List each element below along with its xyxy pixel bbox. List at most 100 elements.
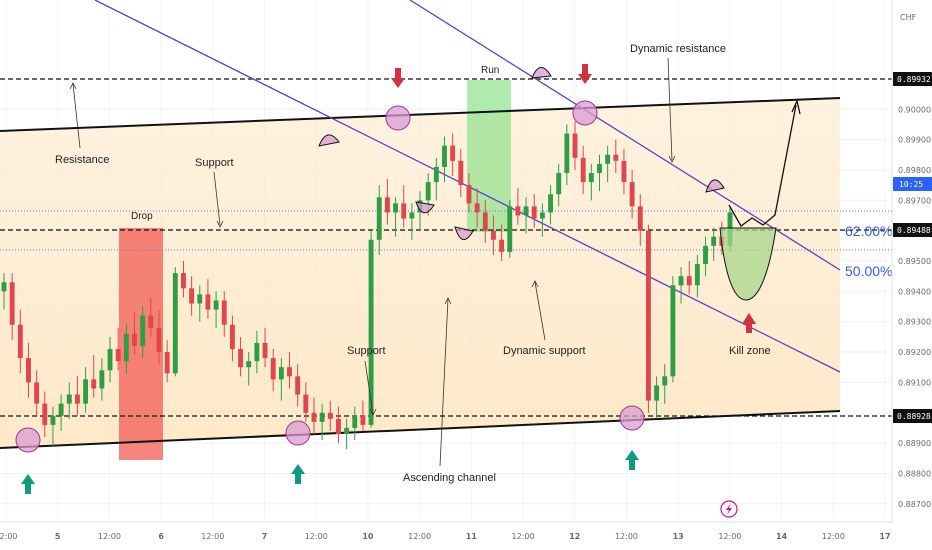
candle-body xyxy=(490,230,496,240)
candle xyxy=(694,254,700,298)
price-tag-fib: 0.89488 xyxy=(893,223,932,237)
candle xyxy=(597,154,602,192)
label-support-lower: Support xyxy=(347,345,386,357)
candle-body xyxy=(703,245,708,265)
candle-body xyxy=(197,294,203,304)
candle-body xyxy=(26,358,31,383)
candle-body xyxy=(694,264,700,286)
touch-circle xyxy=(385,105,411,131)
candle xyxy=(376,185,382,255)
candle xyxy=(654,376,660,419)
currency-label: CHF xyxy=(900,13,917,22)
candle-body xyxy=(148,315,154,328)
pointer-line xyxy=(534,281,546,341)
swing-arc xyxy=(705,179,725,193)
up-arrow-icon xyxy=(21,474,35,494)
down-arrows xyxy=(391,64,592,88)
price-tick-label: 0.89700 xyxy=(898,196,931,205)
current-time-value: 10:25 xyxy=(899,180,923,189)
time-tick-label: 12:00 xyxy=(201,532,224,541)
price-tick-label: 0.88700 xyxy=(898,500,931,509)
lightning-icon[interactable] xyxy=(720,500,738,518)
price-tick-label: 0.89100 xyxy=(898,378,931,387)
candle xyxy=(213,291,219,328)
candle xyxy=(254,330,260,374)
candle-body xyxy=(140,315,146,346)
candle-body xyxy=(572,133,578,158)
candle xyxy=(605,145,611,183)
candle xyxy=(629,169,635,219)
label-run: Run xyxy=(481,65,499,76)
candle-body xyxy=(629,182,635,207)
time-tick-label: 7 xyxy=(262,532,268,541)
candle xyxy=(172,267,178,377)
candle xyxy=(156,309,162,365)
pointer-head xyxy=(668,155,676,163)
candle xyxy=(401,185,407,228)
pointer-line xyxy=(667,57,673,161)
pointer-line xyxy=(364,360,374,415)
label-resistance: Resistance xyxy=(55,154,109,166)
touch-circle xyxy=(285,420,311,446)
candle-body xyxy=(270,358,276,380)
candle-body xyxy=(548,194,553,213)
candle xyxy=(50,406,56,447)
candle-body xyxy=(311,412,317,422)
candle xyxy=(238,336,244,377)
candle xyxy=(482,200,488,243)
candle xyxy=(148,297,154,337)
candle xyxy=(181,261,186,298)
pointer-head xyxy=(444,297,452,305)
time-tick-label: 14 xyxy=(776,532,788,541)
price-tag-value: 0.89488 xyxy=(897,226,931,235)
candle xyxy=(409,203,415,240)
time-tick-label: 5 xyxy=(55,532,61,541)
candle xyxy=(360,400,366,431)
candle xyxy=(246,352,252,386)
candle xyxy=(393,197,398,237)
candle-body xyxy=(295,376,301,395)
candle-body xyxy=(621,160,627,183)
candle-body xyxy=(246,361,252,368)
candle xyxy=(613,139,619,173)
lightning-icon-bolt[interactable] xyxy=(726,503,732,515)
candle-body xyxy=(34,382,40,404)
candle xyxy=(34,370,40,416)
candle-body xyxy=(597,163,602,173)
price-tick-label: 0.89400 xyxy=(898,287,931,296)
candle-body xyxy=(556,172,562,195)
candle-body xyxy=(482,212,488,231)
candle-body xyxy=(637,206,643,231)
candle-body xyxy=(678,276,684,286)
label-support-upper: Support xyxy=(195,157,234,169)
candle xyxy=(662,364,668,404)
candle-body xyxy=(507,206,513,252)
candle xyxy=(229,315,235,362)
candle xyxy=(711,227,717,261)
candle-body xyxy=(336,418,341,434)
candle xyxy=(539,203,545,237)
candle-body xyxy=(99,370,105,389)
candle-body xyxy=(654,385,660,401)
fib-label-62: 62.00% xyxy=(845,223,892,239)
annotations: Resistance Support Drop Run Dynamic resi… xyxy=(55,43,892,484)
swing-arc xyxy=(454,226,474,240)
candles xyxy=(1,121,733,450)
candle xyxy=(9,273,15,340)
projection-arrowhead xyxy=(791,98,801,115)
candle-body xyxy=(156,327,162,353)
candle-body xyxy=(221,300,227,325)
swing-arc xyxy=(318,134,340,147)
candle xyxy=(588,163,594,201)
up-arrows xyxy=(21,450,639,494)
price-tag-bg xyxy=(893,72,932,86)
candle xyxy=(499,224,505,261)
candle xyxy=(490,215,496,255)
price-tick-label: 0.89200 xyxy=(898,348,931,357)
candle xyxy=(26,342,31,398)
candle xyxy=(703,236,708,277)
candle xyxy=(205,279,211,319)
price-tag-value: 0.89932 xyxy=(897,75,931,84)
candle xyxy=(91,355,97,398)
candle-body xyxy=(17,324,23,359)
